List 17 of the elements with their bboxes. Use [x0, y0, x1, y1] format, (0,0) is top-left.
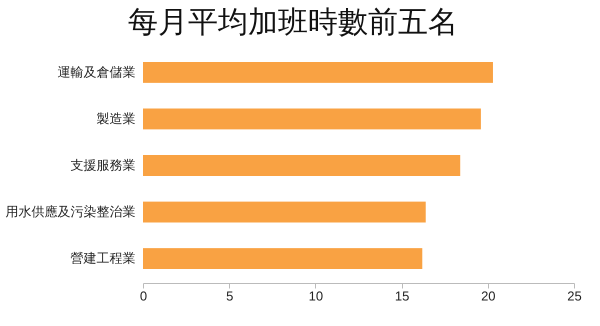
y-tick-label: 營建工程業	[70, 252, 136, 267]
bar	[143, 202, 426, 223]
bar	[143, 155, 460, 176]
x-tick-label: 5	[226, 288, 234, 304]
y-tick-label: 用水供應及污染整治業	[6, 205, 136, 220]
x-tick-label: 10	[308, 288, 324, 304]
x-tick-label: 0	[140, 288, 148, 304]
x-tick-label: 25	[567, 288, 582, 304]
bar	[143, 248, 422, 270]
y-tick-label: 運輸及倉儲業	[58, 65, 136, 80]
y-tick-label: 製造業	[96, 112, 136, 127]
bar	[143, 108, 481, 130]
x-tick-label: 15	[394, 288, 410, 304]
bar	[143, 62, 493, 83]
chart-title: 每月平均加班時數前五名	[128, 5, 458, 40]
x-tick-label: 20	[481, 288, 496, 304]
y-tick-label: 支援服務業	[70, 158, 136, 174]
